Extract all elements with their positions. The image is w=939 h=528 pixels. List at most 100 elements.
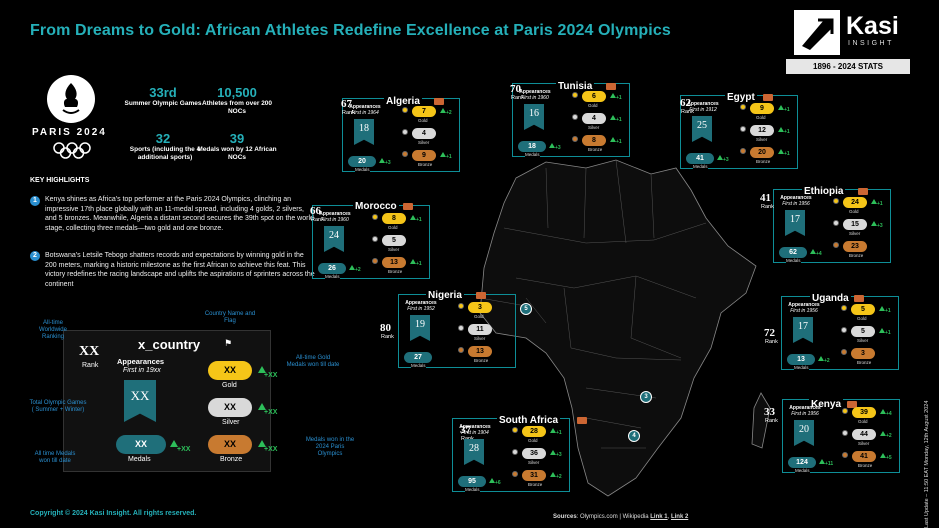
source-link-2[interactable]: Link 2 <box>670 514 689 520</box>
first-in-label: First in 1904 <box>461 430 489 436</box>
medals-delta: +3 <box>723 157 729 163</box>
bronze-medal-icon <box>512 471 518 477</box>
increase-arrow-icon <box>610 137 616 142</box>
rank-label: Rank <box>761 204 774 210</box>
increase-arrow-icon <box>810 249 816 254</box>
bronze-count: 3 <box>851 348 875 359</box>
flag-icon <box>854 295 864 302</box>
sources: Sources: Olympics.com | Wikipedia Link 1… <box>553 514 689 520</box>
bronze-delta: +1 <box>446 154 452 160</box>
medals-delta: +2 <box>824 358 830 364</box>
gold-delta: +1 <box>616 95 622 101</box>
bronze-medal-icon <box>572 136 578 142</box>
bronze-delta: +1 <box>784 151 790 157</box>
logo-sub: INSIGHT <box>848 40 894 47</box>
increase-arrow-icon <box>879 306 885 311</box>
increase-arrow-icon <box>550 450 556 455</box>
bronze-label: Bronze <box>849 253 864 258</box>
country-name: Ethiopia <box>802 186 846 197</box>
country-name: South Africa <box>497 415 561 426</box>
legend-annotation-paris: Medals won in the 2024 Paris Olympics <box>305 437 355 457</box>
appearances-label: Appearances <box>405 300 437 306</box>
silver-delta: +2 <box>886 433 892 439</box>
map-pin[interactable]: 3 <box>640 391 652 403</box>
bronze-count: 31 <box>522 470 546 481</box>
medals-delta: +4 <box>816 251 822 257</box>
gold-delta: +4 <box>886 411 892 417</box>
gold-medal-icon <box>402 107 408 113</box>
country-rank: 41 <box>760 192 771 204</box>
appearances-label: Appearances <box>780 195 812 201</box>
increase-arrow-icon <box>379 158 385 163</box>
first-in-label: First in 1960 <box>521 95 549 101</box>
rank-label: Rank <box>765 339 778 345</box>
gold-count: 24 <box>843 197 867 208</box>
appearances-banner: 18 <box>354 119 374 145</box>
increase-arrow-icon <box>549 143 555 148</box>
gold-label: Gold <box>418 118 428 123</box>
gold-medal-icon <box>833 198 839 204</box>
appearances-banner: 28 <box>464 439 484 465</box>
bronze-medal-icon <box>842 452 848 458</box>
increase-arrow-icon <box>871 199 877 204</box>
flag-icon <box>858 188 868 195</box>
stat-medals-label: Medals won by 12 African NOCs <box>197 146 277 161</box>
last-update: Last Update – 11:50 EAT Monday, 12th Aug… <box>924 400 930 528</box>
country-name: Algeria <box>384 96 422 107</box>
bronze-label: Bronze <box>588 147 603 152</box>
increase-arrow-icon <box>440 152 446 157</box>
increase-arrow-icon <box>819 459 825 464</box>
gold-medal-icon <box>372 214 378 220</box>
silver-medal-icon <box>841 327 847 333</box>
bronze-count: 20 <box>750 147 774 158</box>
medals-count: 124 <box>788 457 816 468</box>
country-rank: 33 <box>764 406 775 418</box>
increase-arrow-icon <box>550 428 556 433</box>
stat-medals-number: 39 <box>229 131 245 146</box>
increase-arrow-icon <box>410 215 416 220</box>
legend-rank: XX <box>79 344 100 359</box>
gold-count: 7 <box>412 106 436 117</box>
appearances-label: Appearances <box>459 424 491 430</box>
gold-delta: +1 <box>416 217 422 223</box>
medals-label: Medals <box>693 164 708 169</box>
legend-bronze-label: Bronze <box>220 456 243 463</box>
gold-medal-icon <box>572 92 578 98</box>
legend-gold-pill: XX <box>208 361 252 380</box>
rank-label: Rank <box>765 418 778 424</box>
first-in-label: First in 1952 <box>407 306 435 312</box>
highlight-text: Kenya shines as Africa's top performer a… <box>45 196 314 232</box>
gold-count: 6 <box>582 91 606 102</box>
medals-label: Medals <box>355 167 370 172</box>
first-in-label: First in 1960 <box>321 217 349 223</box>
increase-arrow-icon <box>258 440 266 447</box>
increase-arrow-icon <box>610 115 616 120</box>
map-pin[interactable]: 5 <box>520 303 532 315</box>
silver-label: Silver <box>756 137 768 142</box>
silver-delta: +1 <box>784 129 790 135</box>
map-pin[interactable]: 4 <box>628 430 640 442</box>
stat-athletes-label: Athletes from over 200 NOCs <box>201 100 273 115</box>
appearances-label: Appearances <box>519 89 551 95</box>
increase-arrow-icon <box>258 403 266 410</box>
country-rank: 67 <box>341 98 352 110</box>
country-rank: 70 <box>510 83 521 95</box>
medals-delta: +3 <box>385 160 391 166</box>
appearances-banner: 16 <box>524 104 544 130</box>
source-link-1[interactable]: Link 1 <box>650 514 668 520</box>
appearances-banner: 17 <box>785 210 805 236</box>
bronze-medal-icon <box>402 151 408 157</box>
kasi-logo-icon <box>794 10 840 55</box>
legend-medals-label: Medals <box>128 456 151 463</box>
legend-country-name: x_country <box>138 337 201 352</box>
bronze-count: 13 <box>468 346 492 357</box>
bronze-medal-icon <box>841 349 847 355</box>
silver-medal-icon <box>833 220 839 226</box>
country-name: Kenya <box>809 399 844 410</box>
gold-count: 5 <box>851 304 875 315</box>
appearances-label: Appearances <box>319 211 351 217</box>
key-highlights-heading: KEY HIGHLIGHTS <box>30 177 90 184</box>
increase-arrow-icon <box>879 328 885 333</box>
silver-medal-icon <box>372 236 378 242</box>
bronze-medal-icon <box>740 148 746 154</box>
